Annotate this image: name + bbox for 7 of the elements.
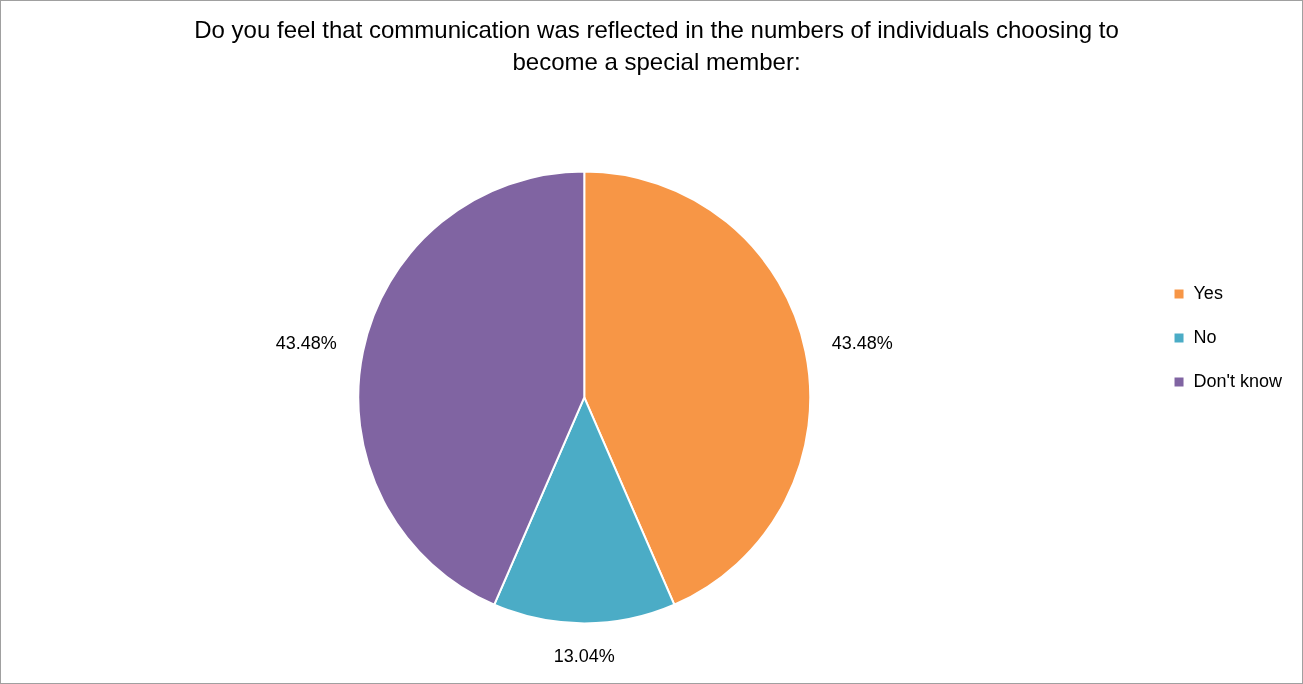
data-label: 43.48%: [275, 333, 337, 354]
legend-label: Don't know: [1193, 370, 1283, 391]
chart-title: Do you feel that communication was reflected in the numbers of individuals choosing to become a special member:: [194, 15, 1119, 76]
data-label: 13.04%: [553, 646, 615, 667]
data-label: 43.48%: [831, 333, 893, 354]
legend-label: No: [1193, 326, 1217, 347]
legend-label: Yes: [1193, 282, 1223, 303]
